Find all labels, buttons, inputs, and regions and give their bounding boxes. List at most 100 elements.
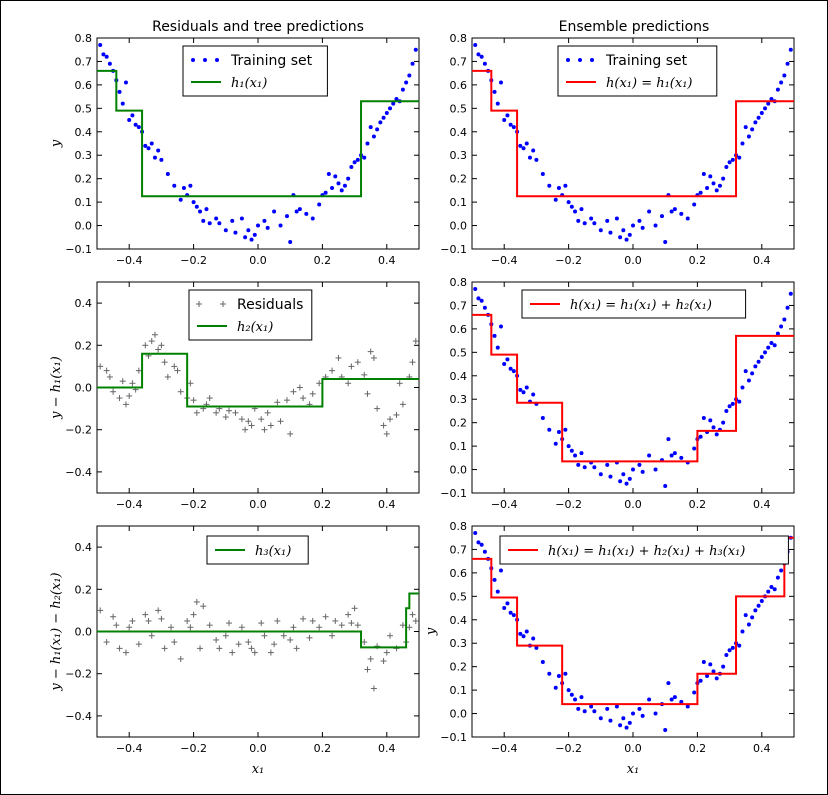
training-point: [598, 228, 603, 233]
plot-area: [97, 43, 419, 244]
residual-point: [354, 622, 361, 629]
training-point: [98, 43, 103, 48]
training-point: [605, 462, 610, 467]
training-point: [647, 453, 652, 458]
residual-point: [103, 639, 110, 646]
training-point: [288, 239, 293, 244]
residual-point: [306, 634, 313, 641]
x-tick-label: −0.2: [180, 498, 207, 511]
training-point: [750, 371, 755, 376]
legend-dot-marker: [191, 58, 195, 62]
training-point: [730, 401, 735, 406]
training-point: [759, 355, 764, 360]
y-tick-label: 0.7: [450, 299, 468, 312]
residual-point: [370, 685, 377, 692]
plot-area: [97, 331, 419, 437]
residual-point: [155, 607, 162, 614]
training-point: [352, 160, 357, 165]
training-point: [569, 448, 574, 453]
x-tick-label: −0.4: [491, 254, 518, 267]
training-point: [384, 111, 389, 116]
training-point: [637, 706, 642, 711]
training-point: [511, 125, 516, 130]
training-point: [605, 706, 610, 711]
residual-point: [387, 632, 394, 639]
training-point: [737, 643, 742, 648]
legend: Residuals h₂(x₁): [188, 289, 313, 341]
x-tick-label: −0.4: [491, 498, 518, 511]
training-point: [534, 645, 539, 650]
x-tick-label: −0.2: [180, 742, 207, 755]
residual-point: [168, 624, 175, 631]
residual-point: [161, 645, 168, 652]
training-point: [579, 207, 584, 212]
training-point: [627, 476, 632, 481]
training-point: [524, 629, 529, 634]
residual-point: [110, 388, 117, 395]
residual-point: [345, 380, 352, 387]
y-tick-label: −0.1: [440, 243, 467, 256]
training-point: [579, 695, 584, 700]
training-point: [310, 216, 315, 221]
training-point: [214, 216, 219, 221]
legend-dot-marker: [203, 58, 207, 62]
legend-box: [188, 289, 313, 341]
training-point: [495, 345, 500, 350]
training-point: [685, 216, 690, 221]
residual-point: [129, 380, 136, 387]
training-point: [589, 216, 594, 221]
residual-point: [206, 395, 213, 402]
prediction-step-line: [97, 69, 419, 198]
training-point: [165, 171, 170, 176]
training-point: [479, 298, 484, 303]
training-point: [569, 692, 574, 697]
residual-point: [367, 655, 374, 662]
training-point: [563, 183, 568, 188]
training-point: [631, 467, 635, 472]
residual-point: [399, 622, 406, 629]
training-point: [759, 111, 764, 116]
x-tick-label: −0.4: [116, 742, 143, 755]
training-point: [608, 718, 613, 723]
training-point: [246, 228, 251, 233]
training-point: [779, 568, 784, 573]
y-tick-label: 0.0: [450, 464, 468, 477]
residual-point: [213, 409, 220, 416]
y-tick-label: 0.1: [450, 440, 468, 453]
y-tick-label: 0.2: [75, 339, 93, 352]
training-point: [663, 239, 668, 244]
training-point: [521, 390, 526, 395]
prediction-step-line: [472, 69, 794, 198]
training-point: [498, 80, 503, 85]
plot-area: [97, 592, 419, 692]
residual-point: [190, 611, 197, 618]
residual-point: [116, 395, 123, 402]
x-tick-label: 0.2: [314, 742, 332, 755]
training-point: [785, 305, 790, 310]
residual-point: [177, 388, 184, 395]
residual-point: [364, 390, 371, 397]
y-tick-label: 0.6: [450, 323, 468, 336]
y-tick-label: −0.1: [440, 487, 467, 500]
residual-point: [216, 645, 223, 652]
training-point: [769, 340, 774, 345]
x-tick-label: 0.2: [314, 498, 332, 511]
training-point: [413, 47, 418, 52]
legend: Training set h(x₁) = h₁(x₁): [557, 45, 718, 97]
training-point: [750, 615, 755, 620]
training-point: [724, 164, 729, 169]
training-point: [692, 690, 697, 695]
training-point: [553, 197, 558, 202]
training-point: [239, 216, 244, 221]
y-tick-label: 0.1: [450, 196, 468, 209]
training-point: [527, 155, 532, 160]
training-point: [679, 699, 684, 704]
y-tick-label: 0.5: [450, 346, 468, 359]
training-point: [743, 369, 748, 374]
training-point: [705, 674, 710, 679]
training-point: [388, 106, 393, 111]
residual-point: [122, 401, 129, 408]
residual-point: [142, 611, 149, 618]
residual-point: [229, 649, 236, 656]
training-point: [476, 52, 481, 57]
